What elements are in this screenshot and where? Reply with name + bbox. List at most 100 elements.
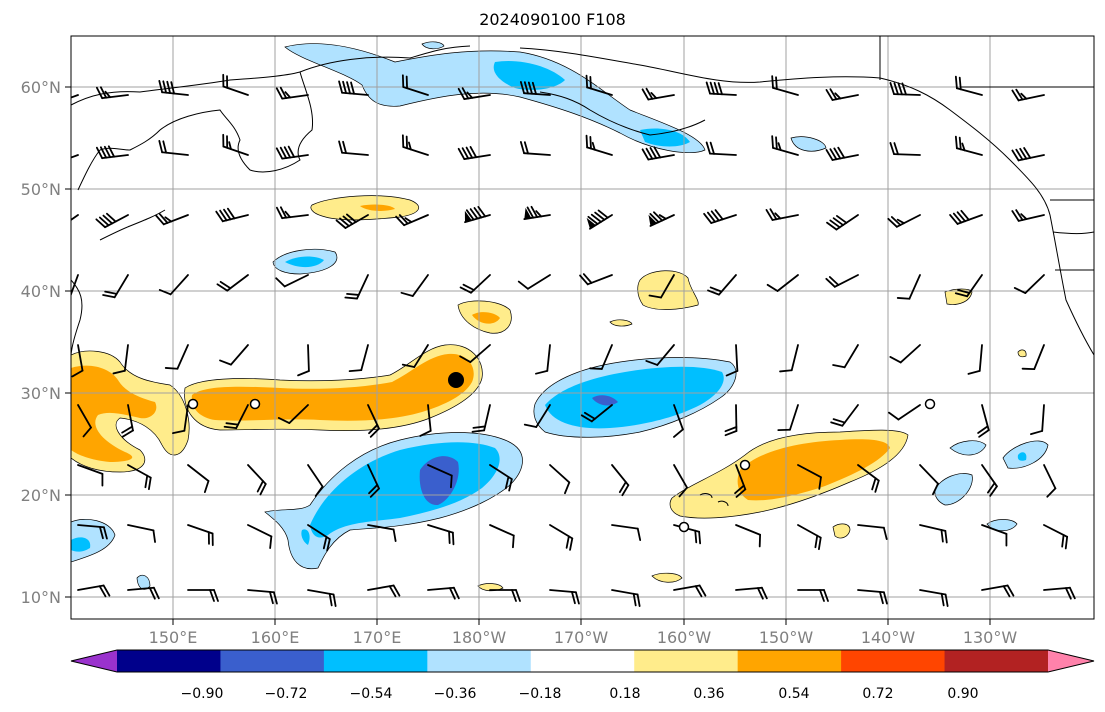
wind-barb-icon <box>857 589 888 605</box>
wind-barb-icon <box>1043 464 1057 498</box>
wind-barb-icon <box>771 135 799 156</box>
positive-anomaly-39n <box>637 270 699 310</box>
wind-barb-icon <box>919 589 949 607</box>
wind-barb-icon <box>275 206 309 220</box>
wind-barb-icon <box>427 586 460 600</box>
wind-barb-icon <box>223 404 249 430</box>
colorbar-tick-label: 0.72 <box>862 686 893 702</box>
colorbar <box>70 649 1095 673</box>
lat-label: 40°N <box>21 282 61 301</box>
lat-label: 30°N <box>21 384 61 403</box>
longitude-labels: 150°E 160°E 170°E 180°W 170°W 160°W 150°… <box>149 628 1018 647</box>
colorbar-tick-label: −0.36 <box>434 686 477 702</box>
colorbar-tick-label: −0.54 <box>350 686 393 702</box>
wind-barb-icon <box>344 274 369 300</box>
wind-barb-icon <box>645 344 675 366</box>
lat-label: 50°N <box>21 180 61 199</box>
wind-barb-icon <box>826 214 859 231</box>
wind-barb-icon <box>112 344 129 375</box>
wind-barb-icon <box>71 94 79 105</box>
wind-barb-icon <box>889 344 921 364</box>
wind-barb-icon <box>1011 88 1045 102</box>
wind-barb-icon <box>724 404 738 437</box>
wind-barb-icon <box>977 404 990 438</box>
wind-barb-icon <box>535 344 551 375</box>
wind-barb-icon <box>765 208 799 221</box>
colorbar-swatch <box>530 650 635 672</box>
wind-barb-icon <box>797 464 822 490</box>
wind-barb-icon <box>981 464 998 497</box>
lat-label: 60°N <box>21 78 61 97</box>
wind-barb-icon <box>797 524 822 551</box>
wind-barb-icon <box>215 207 249 223</box>
wind-barb-icon <box>766 274 799 292</box>
wind-barb-icon <box>247 589 278 605</box>
colorbar-swatch <box>944 650 1049 672</box>
wind-barb-icon <box>825 88 859 101</box>
wind-barb-icon <box>401 344 429 368</box>
wind-barb-icon <box>954 274 983 298</box>
wind-barb-icon <box>367 524 397 542</box>
wind-barb-icon <box>335 213 369 229</box>
wind-barb-icon <box>517 274 551 290</box>
colorbar-swatch <box>220 650 325 672</box>
wind-barb-icon <box>222 73 249 96</box>
wind-barb-icon <box>954 135 983 156</box>
lon-label: 130°W <box>963 628 1018 647</box>
wind-barb-icon <box>367 584 401 598</box>
wind-barb-icon <box>549 464 571 495</box>
wind-barb-icon <box>1011 209 1045 222</box>
wind-barb-icon <box>777 404 799 432</box>
wind-barb-icon <box>611 589 641 607</box>
wind-barb-icon <box>338 140 369 156</box>
wind-barb-icon <box>888 404 921 421</box>
wind-barb-icon <box>367 464 380 498</box>
wind-barb-icon <box>585 74 613 96</box>
wind-barb-icon <box>648 274 675 299</box>
wind-barb-icon <box>967 344 983 375</box>
wind-barb-icon <box>464 206 491 224</box>
wind-barb-icon <box>705 81 737 96</box>
wind-barb-icon <box>77 404 92 438</box>
wind-barb-icon <box>127 464 152 491</box>
open-circle-marker-icon <box>678 521 690 533</box>
map-title: 2024090100 F108 <box>479 10 626 29</box>
colorbar-swatch <box>737 650 842 672</box>
wind-barb-icon <box>1030 404 1045 436</box>
wind-barb-icon <box>832 344 859 369</box>
wind-barb-icon <box>187 589 219 602</box>
lon-label: 160°W <box>657 628 712 647</box>
wind-barb-icon <box>77 464 104 487</box>
wind-barb-icon <box>222 133 249 156</box>
wind-barb-icon <box>307 464 324 497</box>
colorbar-swatch <box>117 650 222 672</box>
lat-label: 20°N <box>21 486 61 505</box>
wind-barb-icon <box>797 589 829 602</box>
wind-barb-icon <box>1011 147 1045 162</box>
wind-barb-icon <box>307 524 331 552</box>
wind-barb-icon <box>216 274 249 292</box>
wind-barb-icon <box>703 209 737 224</box>
open-circle-marker-icon <box>924 398 936 410</box>
wind-barb-icon <box>348 344 369 373</box>
open-circle-marker-icon <box>249 398 261 410</box>
wind-barb-icon <box>401 74 429 96</box>
wind-barb-icon <box>121 404 134 438</box>
wind-barbs <box>71 73 1076 607</box>
wind-barb-icon <box>611 464 630 497</box>
wind-barb-icon <box>735 524 762 548</box>
coastlines <box>71 36 1094 507</box>
wind-barb-icon <box>247 464 267 496</box>
wind-barb-icon <box>155 213 189 226</box>
wind-barb-icon <box>459 344 491 363</box>
colorbar-tick-label: −0.90 <box>181 686 224 702</box>
wind-barb-icon <box>857 524 888 540</box>
wind-barb-icon <box>611 524 642 541</box>
lon-label: 170°E <box>353 628 402 647</box>
colorbar-swatch <box>841 650 946 672</box>
wind-barb-icon <box>71 214 79 231</box>
graticule <box>71 36 1094 619</box>
open-circle-marker-icon <box>739 459 751 471</box>
wind-barb-icon <box>1043 586 1076 600</box>
